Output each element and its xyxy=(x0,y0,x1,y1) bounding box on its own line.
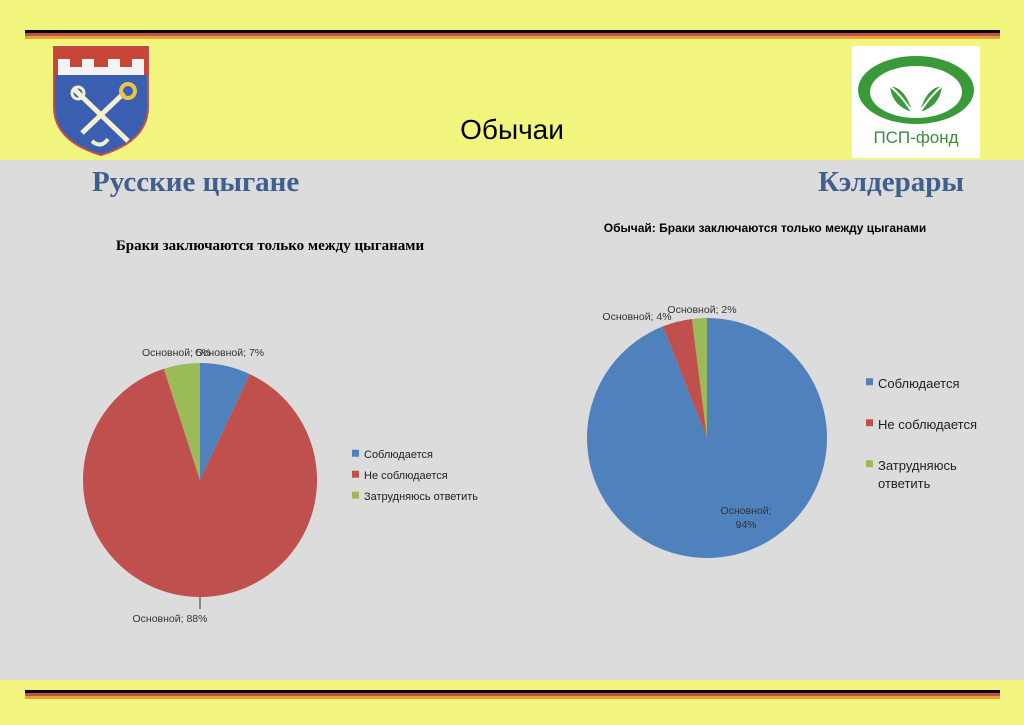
chart1-slice-2 xyxy=(82,368,317,597)
chart2-legend-swatch-2 xyxy=(866,419,873,427)
chart2-legend-label-2: Не соблюдается xyxy=(878,417,977,432)
chart2-legend-label-1: Соблюдается xyxy=(878,376,960,391)
chart1-title: Браки заключаются только между цыганами xyxy=(115,238,425,254)
chart2-data-label-2: Основной; 4% xyxy=(602,311,671,323)
chart1-legend-label-1: Соблюдается xyxy=(364,449,433,461)
chart2-data-label-3: Основной; 2% xyxy=(667,304,736,316)
left-group-heading: Русские цыгане xyxy=(92,166,300,198)
chart2-slice-2 xyxy=(662,318,707,438)
chart2-title: Обычай: Браки заключаются только между ц… xyxy=(603,221,927,235)
top-decorative-stripe xyxy=(25,30,1000,39)
logo-text: ПСП-фонд xyxy=(873,128,959,147)
chart2-data-label-1: Основной; 94% xyxy=(720,505,771,531)
psp-fund-logo: ПСП-фонд xyxy=(852,46,980,158)
slide-title: Обычаи xyxy=(460,114,564,145)
chart1-slice-3 xyxy=(163,363,200,480)
chart2-legend-swatch-1 xyxy=(866,378,873,386)
chart1-legend-label-2: Не соблюдается xyxy=(364,470,448,482)
chart2-legend-label-3: Затрудняюсь ответить xyxy=(878,458,957,491)
chart1-slice-1 xyxy=(200,363,250,480)
right-group-heading: Кэлдерары xyxy=(818,166,964,198)
bottom-decorative-stripe xyxy=(25,690,1000,699)
leaf-logo-icon xyxy=(858,56,974,124)
chart1-data-label-2: Основной; 88% xyxy=(133,613,208,625)
chart2-slice-3 xyxy=(691,318,707,438)
chart1-legend-swatch-3 xyxy=(352,491,359,499)
chart1-legend-swatch-1 xyxy=(352,449,359,457)
chart1-legend-label-3: Затрудняюсь ответить xyxy=(364,491,478,503)
chart2-legend-swatch-3 xyxy=(866,460,873,468)
chart1-data-label-3: Основной; 5% xyxy=(142,347,211,359)
chart1-legend-swatch-2 xyxy=(352,470,359,478)
chart1-data-label-1: Основной; 7% xyxy=(195,347,264,359)
coat-of-arms-icon xyxy=(53,46,149,157)
